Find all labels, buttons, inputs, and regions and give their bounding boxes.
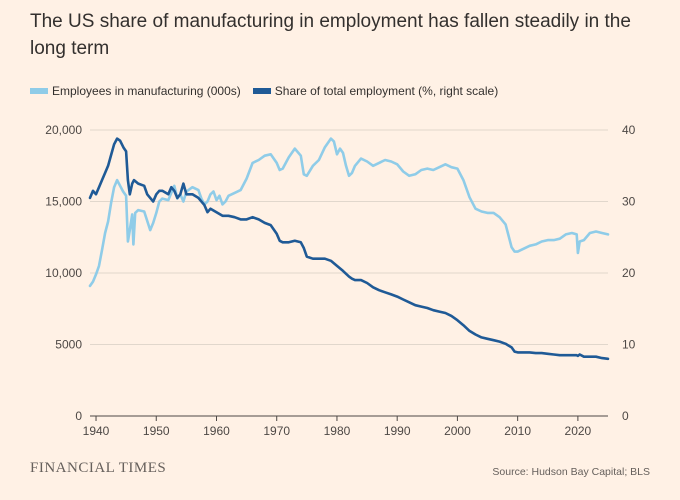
- brand-logo: FINANCIAL TIMES: [30, 460, 167, 476]
- y-right-tick-label: 0: [622, 409, 629, 423]
- series-line-employees: [88, 137, 610, 288]
- legend-item-employees: Employees in manufacturing (000s): [30, 84, 241, 98]
- y-left-tick-label: 15,000: [45, 195, 82, 209]
- y-left-tick-label: 20,000: [45, 123, 82, 137]
- x-tick-label: 1960: [203, 424, 230, 438]
- x-tick-label: 2020: [565, 424, 592, 438]
- y-left-tick-label: 10,000: [45, 266, 82, 280]
- x-tick-label: 1990: [384, 424, 411, 438]
- x-tick-label: 1980: [324, 424, 351, 438]
- y-left-tick-label: 5000: [55, 338, 82, 352]
- y-right-tick-label: 20: [622, 266, 636, 280]
- legend-swatch-employees: [30, 88, 48, 94]
- x-tick-label: 2000: [444, 424, 471, 438]
- x-tick-label: 1940: [83, 424, 110, 438]
- y-right-tick-label: 10: [622, 338, 636, 352]
- legend: Employees in manufacturing (000s) Share …: [30, 84, 510, 98]
- x-tick-label: 2010: [504, 424, 531, 438]
- series-line-share: [88, 137, 610, 361]
- x-tick-label: 1970: [263, 424, 290, 438]
- y-right-tick-label: 30: [622, 195, 636, 209]
- x-tick-label: 1950: [143, 424, 170, 438]
- source-note: Source: Hudson Bay Capital; BLS: [492, 466, 650, 478]
- legend-label-employees: Employees in manufacturing (000s): [52, 84, 241, 98]
- legend-swatch-share: [252, 88, 271, 94]
- y-right-tick-label: 40: [622, 123, 636, 137]
- legend-item-share: Share of total employment (%, right scal…: [252, 84, 499, 98]
- legend-label-share: Share of total employment (%, right scal…: [274, 84, 499, 98]
- y-left-tick-label: 0: [75, 409, 82, 423]
- chart-title: The US share of manufacturing in employm…: [30, 11, 631, 59]
